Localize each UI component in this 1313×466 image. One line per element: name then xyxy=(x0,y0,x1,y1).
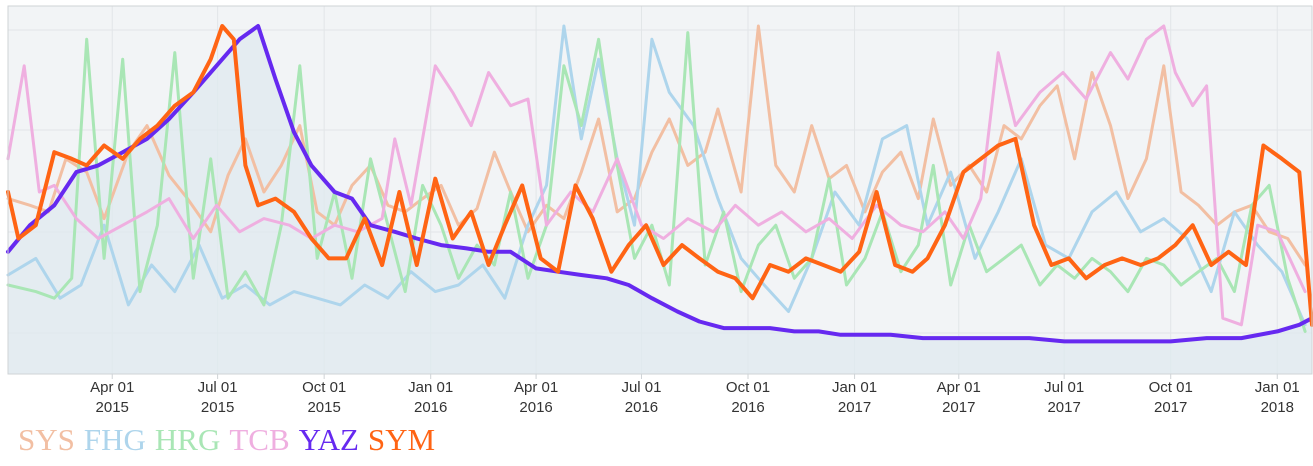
x-tick-label: 2017 xyxy=(1047,399,1080,416)
x-tick-label: Oct 01 xyxy=(1149,379,1193,396)
x-tick-label: Oct 01 xyxy=(726,379,770,396)
series-line-sym xyxy=(6,24,1313,327)
legend-item-hrg[interactable]: HRG xyxy=(154,422,221,457)
x-axis-ticks: Apr 01 2015 Jul 01 2015 Oct 01 2015 Jan 01 2016… xyxy=(90,374,1300,416)
legend-item-fhg[interactable]: FHG xyxy=(83,422,146,457)
x-tick-label: 2016 xyxy=(625,399,658,416)
legend-item-sys[interactable]: SYS xyxy=(18,422,75,457)
x-tick-label: Jan 01 xyxy=(408,379,453,396)
x-tick-label: Apr 01 xyxy=(514,379,558,396)
x-tick-label: Jul 01 xyxy=(1044,379,1084,396)
x-tick-label: 2016 xyxy=(731,399,764,416)
series-line-sys xyxy=(6,24,1307,267)
x-tick-label: Jul 01 xyxy=(198,379,238,396)
x-tick-label: 2016 xyxy=(414,399,447,416)
x-tick-label: 2015 xyxy=(307,399,340,416)
x-tick-label: 2017 xyxy=(838,399,871,416)
x-tick-label: 2017 xyxy=(942,399,975,416)
yaz-area-fill xyxy=(8,26,1312,374)
x-tick-label: 2018 xyxy=(1261,399,1294,416)
plot-border xyxy=(7,5,1313,375)
legend: SYS FHG HRG TCB YAZ SYM xyxy=(18,420,435,460)
x-tick-label: Jan 01 xyxy=(832,379,877,396)
legend-item-tcb[interactable]: TCB xyxy=(229,422,290,457)
x-tick-label: Jan 01 xyxy=(1255,379,1300,396)
x-tick-label: Jul 01 xyxy=(621,379,661,396)
series-line-yaz xyxy=(6,24,1313,344)
x-tick-label: 2016 xyxy=(519,399,552,416)
series-lines xyxy=(6,24,1313,344)
x-tick-label: Apr 01 xyxy=(90,379,134,396)
x-tick-label: 2015 xyxy=(96,399,129,416)
series-line-tcb xyxy=(6,24,1307,327)
line-chart: Apr 01 2015 Jul 01 2015 Oct 01 2015 Jan 01 2016… xyxy=(6,5,1313,416)
x-tick-label: Apr 01 xyxy=(937,379,981,396)
x-tick-label: 2015 xyxy=(201,399,234,416)
legend-item-yaz[interactable]: YAZ xyxy=(298,422,359,457)
x-tick-label: Oct 01 xyxy=(302,379,346,396)
x-tick-label: 2017 xyxy=(1154,399,1187,416)
legend-item-sym[interactable]: SYM xyxy=(367,422,436,457)
